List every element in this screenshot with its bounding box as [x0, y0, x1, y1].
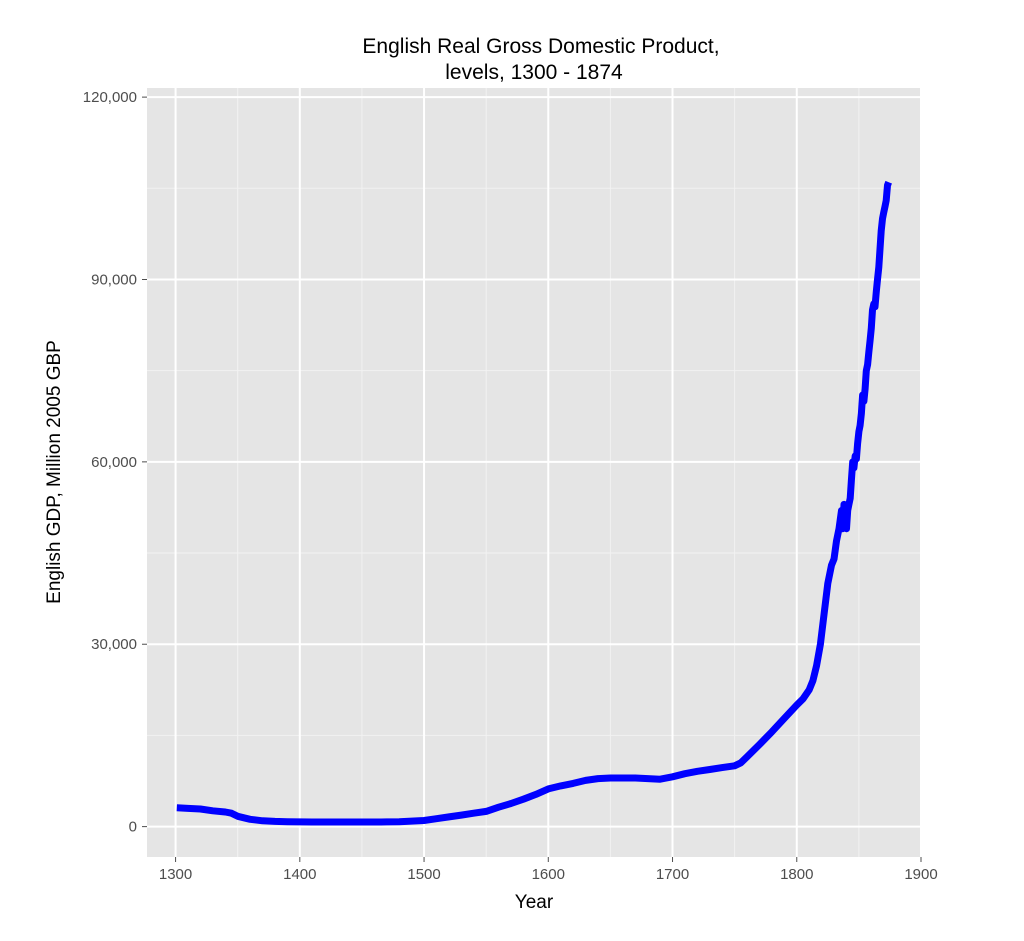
y-tick-label: 60,000: [91, 454, 137, 471]
y-tick-label: 90,000: [91, 271, 137, 288]
x-tick-label: 1400: [283, 866, 316, 883]
x-tick-label: 1300: [159, 866, 192, 883]
x-tick-label: 1600: [532, 866, 565, 883]
plot-panel: [147, 88, 921, 857]
axis-ticks: [142, 96, 922, 862]
gdp-series-line: [176, 180, 892, 826]
y-tick-labels: 0 30,000 60,000 90,000 120,000: [83, 89, 137, 835]
y-tick-label: 0: [129, 819, 137, 836]
x-tick-label: 1900: [904, 866, 937, 883]
y-tick-label: 120,000: [83, 89, 137, 106]
x-tick-label: 1800: [780, 866, 813, 883]
x-tick-label: 1700: [656, 866, 689, 883]
x-tick-labels: 1300 1400 1500 1600 1700 1800 1900: [159, 866, 938, 883]
major-gridlines: [147, 88, 922, 857]
minor-gridlines: [147, 88, 921, 857]
x-tick-label: 1500: [407, 866, 440, 883]
y-axis-title: English GDP, Million 2005 GBP: [44, 340, 65, 604]
x-axis-title: Year: [515, 892, 554, 913]
chart-title-line-2: levels, 1300 - 1874: [445, 61, 623, 84]
series-layer: [176, 180, 892, 826]
chart-title-line-1: English Real Gross Domestic Product,: [362, 35, 719, 58]
y-tick-label: 30,000: [91, 636, 137, 653]
